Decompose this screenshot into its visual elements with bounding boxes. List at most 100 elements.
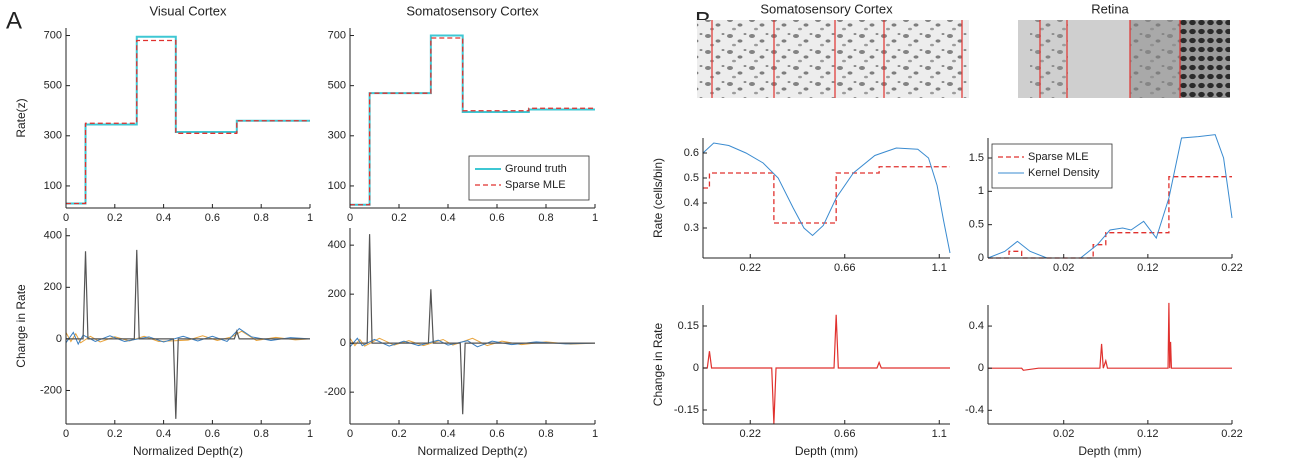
x-tick-label: 0.4 [156,212,171,224]
x-tick-label: 0.8 [538,212,553,224]
x-axis-label: Normalized Depth(z) [133,444,243,458]
data-line [66,39,310,205]
y-tick-label: 500 [44,80,62,92]
x-tick-label: 1 [307,212,313,224]
x-tick-label: 0.02 [1053,428,1074,440]
x-tick-label: 1.1 [932,428,947,440]
y-tick-label: -0.4 [965,404,984,416]
y-tick-label: 200 [44,281,62,293]
chart-title: Somatosensory Cortex [760,1,893,16]
chart-title: Somatosensory Cortex [406,3,539,18]
legend-label: Ground truth [505,163,567,175]
y-tick-label: 100 [44,180,62,192]
y-tick-label: 0 [340,337,346,349]
y-tick-label: 0 [978,362,984,374]
y-tick-label: 0.4 [969,320,984,332]
x-tick-label: 1 [592,212,598,224]
x-tick-label: 0.6 [205,428,220,440]
legend-label: Sparse MLE [1028,151,1089,163]
retina-image [1018,20,1230,98]
y-tick-label: -200 [324,386,346,398]
x-tick-label: 0.2 [391,212,406,224]
x-tick-label: 0.4 [440,212,455,224]
data-line [703,166,950,224]
data-line [703,314,950,425]
y-tick-label: 0.3 [684,222,699,234]
x-tick-label: 0.02 [1053,262,1074,274]
y-axis-label: Change in Rate [651,322,665,406]
data-line [988,302,1232,371]
x-tick-label: 0.66 [834,262,855,274]
x-tick-label: 0.22 [1221,262,1242,274]
y-tick-label: 0.4 [684,197,699,209]
data-line [66,249,310,419]
legend-label: Kernel Density [1028,167,1100,179]
y-tick-label: 300 [44,130,62,142]
panel-label: A [6,7,22,34]
y-axis-label: Rate (cells/bin) [651,158,665,238]
y-axis-label: Rate(z) [14,98,28,137]
y-tick-label: 400 [44,230,62,242]
y-tick-label: -0.15 [674,404,699,416]
legend-box [991,143,1113,189]
histology-image [697,20,969,98]
y-tick-label: 700 [328,29,346,41]
x-tick-label: 1.1 [932,262,947,274]
x-tick-label: 0.22 [740,428,761,440]
y-tick-label: 0 [693,362,699,374]
y-tick-label: 0.5 [969,219,984,231]
data-line [702,142,951,254]
data-line [350,37,595,206]
chart-title: Visual Cortex [149,3,227,18]
y-tick-label: 700 [44,29,62,41]
x-tick-label: 0.12 [1137,262,1158,274]
x-tick-label: 0.22 [740,262,761,274]
y-tick-label: 1.5 [969,152,984,164]
x-axis-label: Depth (mm) [1078,444,1141,458]
y-tick-label: 0.6 [684,147,699,159]
x-tick-label: 0.8 [254,212,269,224]
data-line [988,176,1232,259]
x-tick-label: 0.2 [107,212,122,224]
y-tick-label: 0.15 [678,320,699,332]
y-tick-label: 200 [328,288,346,300]
y-tick-label: 400 [328,239,346,251]
x-axis-label: Normalized Depth(z) [417,444,527,458]
data-line [65,330,311,344]
y-tick-label: 500 [328,80,346,92]
x-tick-label: 0.8 [538,428,553,440]
x-tick-label: 0.66 [834,428,855,440]
x-tick-label: 0.12 [1137,428,1158,440]
x-tick-label: 0 [347,212,353,224]
data-line [987,134,1233,259]
legend-label: Sparse MLE [505,179,566,191]
chart-title: Retina [1091,1,1129,16]
x-tick-label: 1 [307,428,313,440]
y-tick-label: 0.5 [684,172,699,184]
x-tick-label: 1 [592,428,598,440]
x-tick-label: 0.4 [440,428,455,440]
y-tick-label: 1 [978,185,984,197]
legend-box [468,155,590,201]
y-tick-label: 100 [328,180,346,192]
x-tick-label: 0.8 [254,428,269,440]
x-axis-label: Depth (mm) [795,444,858,458]
data-line [65,327,311,346]
x-tick-label: 0.2 [107,428,122,440]
y-tick-label: 300 [328,130,346,142]
x-tick-label: 0.6 [205,212,220,224]
x-tick-label: 0 [63,212,69,224]
x-tick-label: 0.22 [1221,428,1242,440]
x-tick-label: 0.4 [156,428,171,440]
y-axis-label: Change in Rate [14,284,28,368]
data-line [350,234,595,415]
x-tick-label: 0 [63,428,69,440]
x-tick-label: 0.6 [489,428,504,440]
x-tick-label: 0 [347,428,353,440]
y-tick-label: -200 [40,384,62,396]
x-tick-label: 0.6 [489,212,504,224]
y-tick-label: 0 [978,252,984,264]
x-tick-label: 0.2 [391,428,406,440]
y-tick-label: 0 [56,333,62,345]
